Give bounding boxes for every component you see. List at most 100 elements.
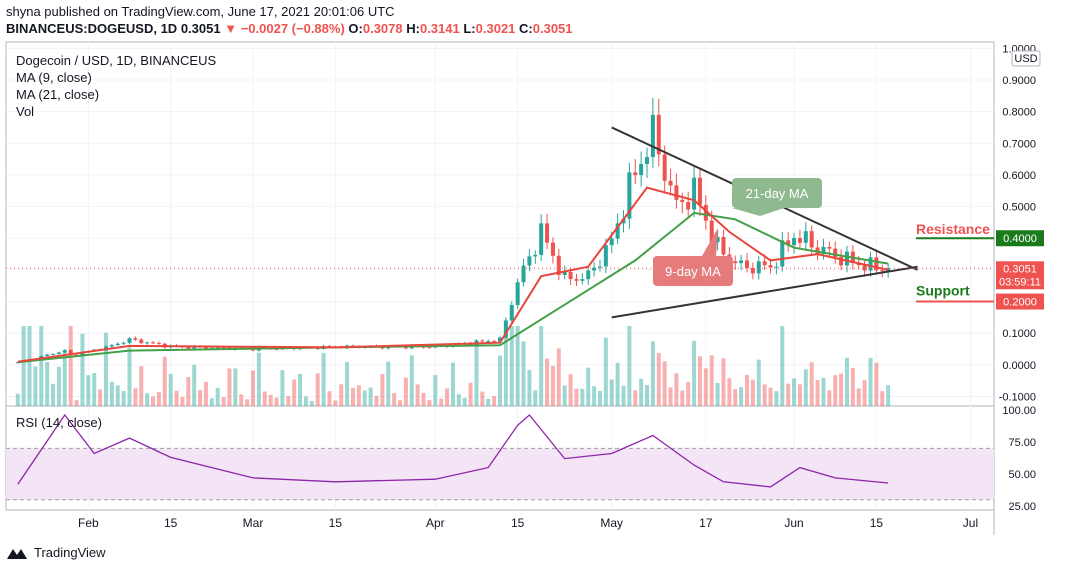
candle-body — [15, 362, 20, 364]
volume-bar — [556, 348, 561, 406]
volume-bar — [797, 384, 802, 406]
volume-bar — [709, 355, 714, 406]
candle-body — [721, 236, 726, 255]
candle-body — [715, 236, 720, 243]
volume-bar — [174, 390, 179, 406]
volume-bar — [403, 377, 408, 406]
legend-title: Dogecoin / USD, 1D, BINANCEUS — [16, 53, 216, 68]
volume-bar — [109, 381, 114, 406]
triangle-trendlines — [611, 126, 918, 319]
candle-body — [586, 270, 591, 280]
candle-body — [580, 279, 585, 281]
candle-body — [145, 342, 150, 344]
candle-body — [797, 238, 802, 243]
footer[interactable]: TradingView — [6, 545, 106, 560]
volume-bar — [333, 400, 338, 406]
volume-bar — [568, 374, 573, 406]
volume-bar — [192, 364, 197, 406]
candle-body — [68, 350, 73, 355]
volume-bar — [533, 390, 538, 406]
candle-body — [662, 154, 667, 181]
candle-body — [139, 339, 144, 344]
candle-body — [45, 354, 50, 357]
time-tick-label: Jun — [784, 516, 803, 530]
volume-bar — [621, 385, 626, 406]
volume-bar — [298, 373, 303, 406]
rsi-band — [6, 448, 994, 500]
volume-bar — [562, 385, 567, 406]
candle-body — [62, 350, 67, 353]
candle-body — [151, 342, 156, 344]
volume-bar — [139, 366, 144, 406]
candle-body — [215, 347, 220, 349]
volume-bar — [33, 366, 38, 406]
candle-body — [539, 223, 544, 255]
volume-bar — [168, 373, 173, 406]
volume-bar — [180, 396, 185, 406]
volume-bar — [809, 362, 814, 406]
volume-bar — [439, 398, 444, 406]
volume-bar — [703, 368, 708, 406]
candle-body — [109, 345, 114, 347]
volume-bar — [745, 374, 749, 406]
candle-body — [874, 257, 879, 271]
volume-bar — [827, 390, 832, 406]
close-value: 0.3051 — [532, 21, 573, 36]
volume-bar — [433, 375, 438, 406]
volume-bar — [498, 355, 502, 406]
volume-bar — [815, 379, 820, 406]
volume-bar — [674, 373, 679, 406]
candle-body — [762, 261, 767, 266]
volume-bar — [92, 373, 97, 406]
candle-body — [556, 255, 561, 275]
volume-bar — [56, 366, 61, 406]
volume-bar — [362, 390, 367, 406]
candle-body — [568, 271, 573, 280]
publisher-line: shyna published on TradingView.com, June… — [6, 4, 395, 19]
candle-body — [574, 279, 579, 281]
volume-bar — [198, 390, 203, 406]
volume-bar — [550, 365, 555, 406]
currency-badge[interactable] — [1011, 50, 1041, 67]
volume-bar — [421, 392, 426, 406]
candle-body — [597, 266, 602, 268]
volume-bar — [733, 389, 738, 406]
time-tick-label: 15 — [329, 516, 343, 530]
trendline-lower — [611, 265, 918, 319]
rsi-legend[interactable]: RSI (14, close) — [16, 415, 102, 430]
candle-body — [80, 352, 85, 355]
candle-body — [550, 242, 555, 256]
candle-body — [774, 266, 779, 268]
volume-bar — [803, 369, 808, 406]
volume-bar — [280, 370, 285, 406]
rsi-tick-label: 50.00 — [1008, 469, 1036, 481]
volume-bar — [780, 326, 785, 406]
legend-ma9[interactable]: MA (9, close) — [16, 70, 92, 85]
candle-body — [792, 238, 797, 246]
candle-body — [627, 172, 632, 219]
volume-bar — [886, 385, 891, 406]
ma21-callout-text: 21-day MA — [746, 186, 809, 201]
legend-ma21[interactable]: MA (21, close) — [16, 87, 99, 102]
close-label: C: — [519, 21, 533, 36]
grid — [6, 42, 994, 510]
support-value: 0.2000 — [1003, 297, 1037, 309]
candle-body — [545, 223, 550, 243]
candle-body — [868, 257, 873, 271]
last-price-badge — [996, 261, 1044, 290]
time-tick-label: 15 — [870, 516, 884, 530]
candle-body — [645, 157, 650, 164]
high-value: 0.3141 — [419, 21, 460, 36]
volume-bar — [345, 362, 350, 406]
rsi-line — [17, 413, 889, 488]
volume-bar — [156, 391, 161, 406]
low-label: L: — [463, 21, 476, 36]
legend-vol[interactable]: Vol — [16, 104, 34, 119]
volume-bar — [339, 384, 344, 406]
candle-body — [133, 338, 138, 340]
volume-bar — [880, 391, 885, 406]
candle-body — [115, 343, 120, 346]
candle-body — [709, 220, 714, 243]
price-tick-label: 0.0000 — [1002, 360, 1036, 372]
